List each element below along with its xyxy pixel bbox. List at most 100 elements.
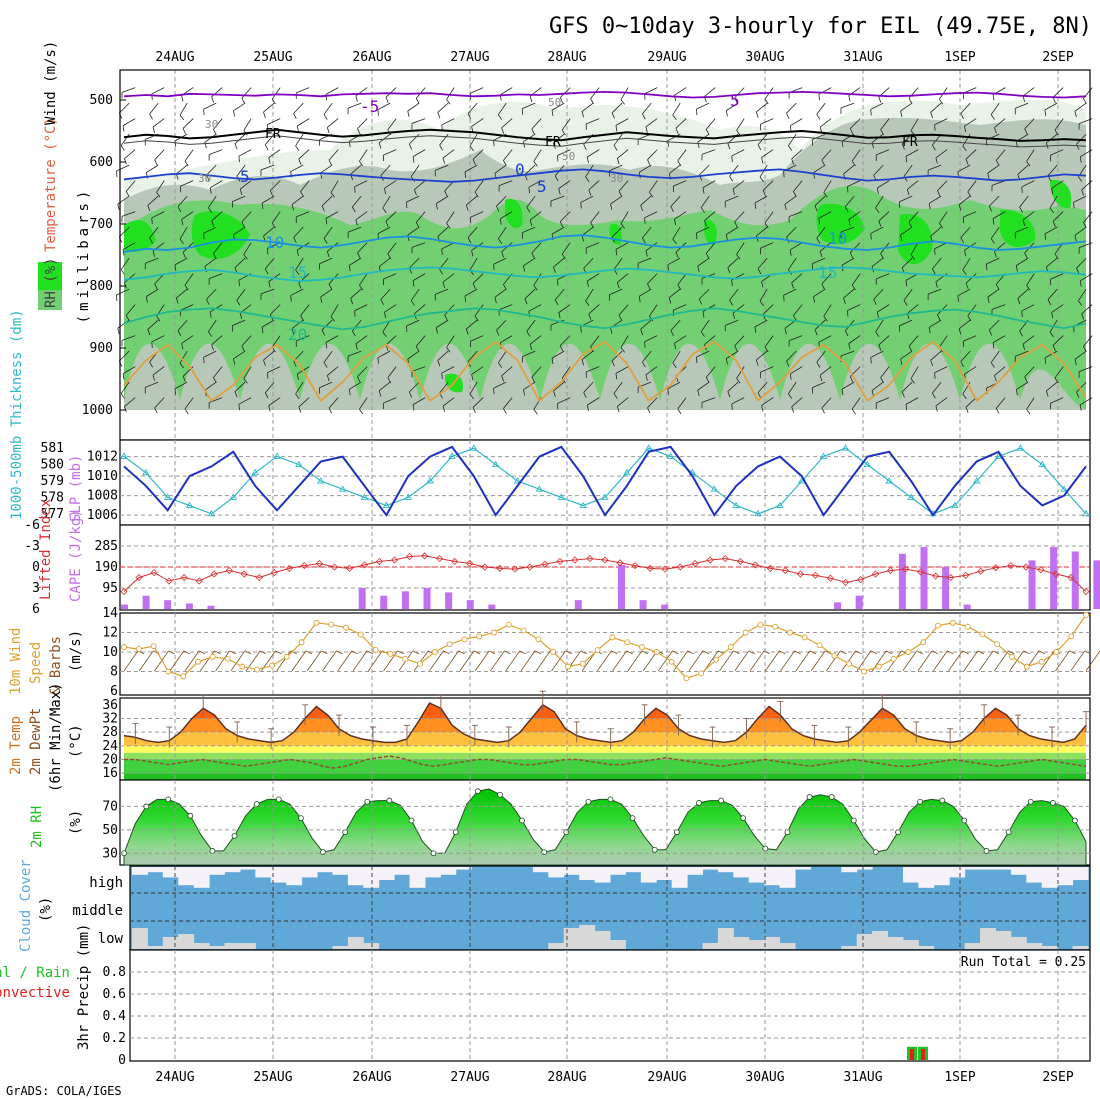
- wind10m-barb: [459, 650, 475, 672]
- wind-barb-feather: [849, 128, 854, 135]
- rh-marker: [408, 817, 415, 824]
- wind-barb-staff: [122, 366, 136, 374]
- wind-barb-staff: [415, 335, 426, 347]
- wind-barb-staff: [241, 87, 252, 99]
- thickness-marker: [426, 477, 434, 484]
- wind-barb-staff: [234, 381, 246, 392]
- wind-barb-staff: [588, 304, 600, 315]
- wind-barb-staff: [406, 195, 420, 203]
- cloud-high-bar: [440, 867, 457, 875]
- wind-barb-feather: [415, 346, 420, 352]
- wind-barb-feather: [965, 282, 969, 289]
- wind-barb-feather: [243, 254, 248, 260]
- wind-barb-feather: [523, 265, 526, 272]
- wind-barb-staff: [125, 304, 136, 316]
- wind10m-barb-feather: [702, 650, 710, 655]
- wind-barb-feather: [152, 126, 156, 133]
- li-marker: [285, 564, 293, 572]
- wind-barb-feather: [755, 111, 759, 118]
- rh-marker: [541, 849, 548, 856]
- wind-barb-feather: [1021, 186, 1023, 193]
- wind-barb-staff: [348, 257, 362, 266]
- wind-barb-staff: [644, 87, 658, 95]
- wind-speed-marker: [1053, 649, 1060, 655]
- temp-band: [124, 759, 1086, 774]
- wind10m-barb-feather: [870, 650, 878, 655]
- slp-ylabel: SLP (mb): [68, 455, 84, 522]
- wind-barb-staff: [267, 118, 281, 125]
- wind-barb-staff: [441, 366, 455, 374]
- wind-barb-feather: [732, 312, 736, 319]
- wind-barb-staff: [300, 180, 310, 192]
- wind-barb-staff: [994, 366, 1006, 376]
- wind-barb-staff: [261, 195, 275, 204]
- wind-barb-feather: [754, 326, 757, 333]
- wind-speed-marker: [875, 663, 882, 670]
- wind-barb-staff: [1026, 397, 1035, 410]
- thickness-marker: [229, 493, 238, 500]
- wind-barb-staff: [383, 149, 397, 156]
- wind-barb-staff: [467, 102, 478, 114]
- wind-barb-staff: [613, 381, 623, 394]
- wind-barb-feather: [149, 237, 153, 244]
- wind-speed-marker: [520, 627, 527, 634]
- wind-barb-feather: [206, 175, 210, 181]
- wind-barb-feather: [184, 284, 189, 291]
- wind-barb-feather: [705, 129, 710, 135]
- li-marker: [225, 566, 233, 575]
- wind-barb-staff: [611, 102, 623, 114]
- wind-barb-feather: [819, 375, 823, 382]
- wind-barb-feather: [243, 378, 248, 384]
- wind-barb-staff: [522, 226, 536, 233]
- wind-barb-feather: [298, 406, 302, 413]
- wind-barb-staff: [528, 180, 542, 188]
- wind-barb-feather: [675, 251, 679, 258]
- wind-barb-staff: [146, 288, 159, 297]
- wind-barb-feather: [321, 329, 325, 336]
- wind-barb-staff: [667, 381, 681, 390]
- wind-barb-feather: [965, 406, 969, 413]
- rh-marker: [651, 846, 658, 853]
- wind-barb-feather: [988, 205, 993, 212]
- wind-barb-feather: [435, 203, 438, 210]
- rh-marker: [607, 796, 614, 803]
- wind-barb-feather: [300, 315, 304, 321]
- precip-convective-bar: [910, 1049, 914, 1060]
- wind-barb-staff: [759, 288, 768, 302]
- wind-barb-staff: [330, 180, 339, 193]
- cloud-high-bar: [224, 867, 241, 873]
- wind-barb-feather: [120, 393, 125, 399]
- wind-barb-feather: [174, 264, 177, 271]
- cloud-cover-grid: [130, 866, 1090, 950]
- wind-barb-feather: [1083, 222, 1087, 228]
- wind-barb-staff: [704, 211, 716, 221]
- rh-marker: [298, 815, 304, 822]
- wind-barb-feather: [526, 331, 531, 337]
- wind-barb-staff: [617, 149, 629, 159]
- wind-ylabel-units: (m/s): [68, 630, 84, 672]
- wind10m-frame: [119, 612, 1091, 696]
- cape-bar: [423, 588, 431, 609]
- wind-barb-feather: [764, 222, 769, 229]
- cloud-high-bar: [378, 867, 395, 880]
- wind-barb-feather: [581, 235, 585, 242]
- wind10m-barb-feather: [214, 650, 221, 655]
- wind-barb-feather: [147, 329, 151, 336]
- cloud-high-bar: [209, 867, 226, 875]
- cloud-low-bar: [733, 937, 750, 949]
- wind-barb-feather: [988, 329, 993, 336]
- wind-barb-feather: [734, 221, 738, 228]
- wind-barb-staff: [414, 304, 426, 314]
- cloud-high-bar: [394, 867, 411, 875]
- li-marker: [962, 571, 970, 579]
- wind-barb-staff: [791, 273, 803, 284]
- cloud-low-bar: [239, 943, 256, 949]
- wind-barb-staff: [900, 102, 913, 112]
- wind-barb-staff: [990, 226, 1000, 239]
- wind-barb-staff: [296, 335, 310, 342]
- wind-barb-staff: [670, 195, 681, 207]
- li-marker: [676, 563, 684, 571]
- wind-barb-feather: [588, 313, 592, 320]
- wind10m-barb: [383, 650, 398, 672]
